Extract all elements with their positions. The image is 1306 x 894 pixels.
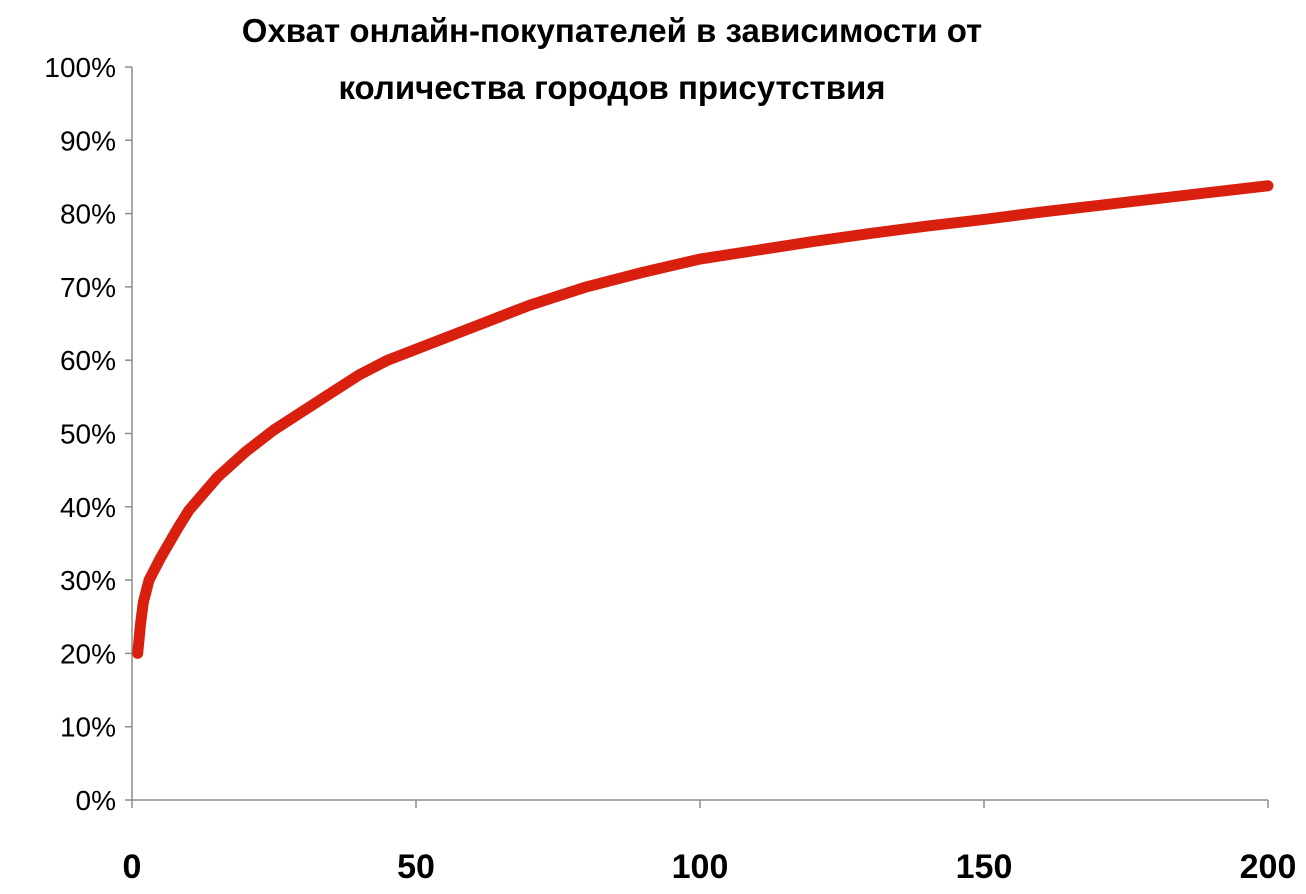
x-tick-label: 0: [123, 848, 142, 886]
x-tick-label: 100: [672, 848, 729, 886]
x-axis: 0 50 100 150 200: [123, 799, 1297, 886]
y-tick-label: 0%: [76, 785, 116, 816]
y-tick-label: 10%: [60, 712, 116, 743]
y-tick-label: 100%: [44, 52, 116, 83]
y-tick-label: 70%: [60, 272, 116, 303]
y-tick-label: 90%: [60, 125, 116, 156]
series-layer: [132, 180, 1274, 659]
x-tick-label: 50: [397, 848, 435, 886]
y-tick-label: 60%: [60, 345, 116, 376]
y-tick-label: 40%: [60, 492, 116, 523]
series-line-0: [132, 180, 1274, 659]
y-axis: 0% 10% 20% 30% 40% 50% 60% 70% 80% 90% 100%: [44, 52, 133, 816]
chart-title-line-1: Охват онлайн-покупателей в зависимости о…: [242, 12, 982, 49]
x-tick-label: 200: [1240, 848, 1297, 886]
y-tick-label: 80%: [60, 199, 116, 230]
y-tick-label: 20%: [60, 638, 116, 669]
y-tick-label: 30%: [60, 565, 116, 596]
y-tick-label: 50%: [60, 419, 116, 450]
chart-title-line-2: количества городов присутствия: [338, 69, 885, 106]
x-tick-label: 150: [956, 848, 1013, 886]
